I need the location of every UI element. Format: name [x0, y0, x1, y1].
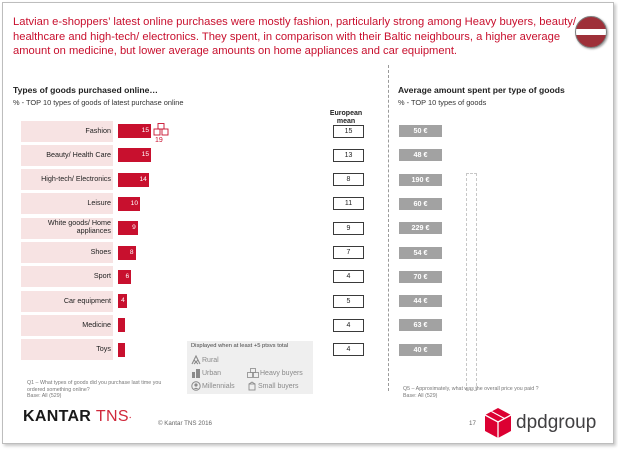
legend-label-millennials: Millennials [202, 382, 235, 390]
bar [118, 318, 125, 333]
latvia-flag-icon [575, 16, 607, 48]
left-section-title: Types of goods purchased online… [13, 85, 158, 95]
footnote-q5: Q5 – Approximately, what was the overall… [403, 386, 573, 399]
legend-label-rural: Rural [202, 356, 219, 364]
legend-background [187, 341, 313, 394]
footnote-q5-base: Base: All (529) [403, 392, 438, 399]
tns-logo-mark: ⸱ [128, 413, 132, 424]
row-background [21, 217, 113, 239]
bar [118, 342, 125, 357]
bar: 4 [118, 294, 127, 309]
average-amount-value: 190 € [399, 173, 442, 186]
heavy-buyers-callout: 19 [150, 123, 172, 147]
average-amount-value: 229 € [399, 222, 442, 235]
kantar-tns-logo: KANTAR TNS⸱ [23, 408, 132, 426]
category-label: Medicine [82, 319, 111, 329]
average-amount-value: 60 € [399, 197, 442, 210]
european-mean-value: 4 [333, 270, 364, 284]
row-background [21, 290, 113, 312]
page-number: 17 [469, 420, 476, 427]
european-mean-value: 7 [333, 246, 364, 259]
average-amount-value: 48 € [399, 149, 442, 162]
row-background [21, 314, 113, 336]
right-section-subtitle: % - TOP 10 types of goods [398, 98, 487, 107]
dpd-logo: dpdgroup [483, 407, 608, 439]
urban-icon [192, 369, 200, 378]
legend-item-rural: Rural [191, 354, 219, 365]
legend-label-small-buyers: Small buyers [258, 382, 299, 390]
footnote-q1-base: Base: All (529) [27, 393, 62, 399]
left-section-subtitle: % - TOP 10 types of goods of latest purc… [13, 98, 184, 107]
category-label: Shoes [90, 247, 111, 256]
average-amount-value: 44 € [399, 295, 442, 308]
average-amount-value: 40 € [399, 343, 442, 356]
european-mean-value: 13 [333, 148, 364, 162]
legend-item-urban: Urban [191, 368, 221, 378]
bar: 6 [118, 269, 132, 284]
legend-label-urban: Urban [202, 369, 222, 377]
european-mean-value: 9 [333, 221, 364, 235]
category-label: Sport [93, 271, 111, 281]
bar: 9 [118, 221, 138, 236]
row-background [21, 193, 113, 215]
category-label: White goods/ Home appliances [47, 217, 111, 236]
right-section-title: Average amount spent per type of goods [398, 85, 565, 95]
legend-item-heavy-buyers: Heavy buyers [247, 368, 303, 378]
european-mean-header: European mean [329, 110, 363, 125]
row-background [21, 144, 113, 166]
footnote-q5-text: Q5 – Approximately, what was the overall… [403, 386, 539, 392]
small-buyers-icon [248, 381, 256, 391]
european-mean-value: 4 [333, 343, 364, 357]
category-label: Car equipment [63, 295, 111, 305]
heavy-buyers-icon [153, 123, 169, 136]
kantar-logo-text: KANTAR [23, 408, 96, 425]
row-background [21, 169, 113, 191]
copyright: © Kantar TNS 2016 [158, 420, 212, 427]
heavy-buyers-legend-icon [247, 368, 259, 378]
european-mean-value: 11 [333, 197, 364, 211]
bar: 14 [118, 172, 149, 187]
average-amount-value: 54 € [399, 246, 442, 259]
average-amount-value: 50 € [399, 125, 442, 137]
row-background [21, 266, 113, 288]
bar: 15 [118, 148, 151, 163]
headline: Latvian e-shoppers’ latest online purcha… [13, 16, 576, 57]
european-mean-value: 5 [333, 294, 364, 308]
legend-item-millennials: Millennials [191, 381, 235, 391]
bar: 8 [118, 245, 136, 260]
row-background [21, 339, 113, 361]
bar: 15 [118, 124, 151, 138]
slide: Latvian e-shoppers’ latest online purcha… [2, 2, 614, 444]
category-label: Leisure [87, 198, 111, 208]
millennials-icon [191, 381, 201, 391]
average-amount-value: 63 € [399, 319, 442, 332]
legend-item-small-buyers: Small buyers [247, 381, 298, 391]
legend-label-heavy-buyers: Heavy buyers [260, 369, 303, 377]
row-background [21, 242, 113, 263]
category-label: Toys [96, 344, 111, 354]
footnote-q1: Q1 – What types of goods did you purchas… [27, 380, 177, 400]
european-mean-value: 8 [333, 173, 364, 187]
section-divider [388, 65, 389, 391]
category-label: Fashion [85, 125, 111, 135]
dpd-logo-text: dpdgroup [516, 412, 597, 433]
row-background [21, 120, 113, 142]
rural-icon [191, 354, 201, 365]
bar: 10 [118, 196, 140, 211]
category-label: High-tech/ Electronics [41, 174, 111, 184]
dashed-frame [466, 173, 477, 391]
footnote-q1-text: Q1 – What types of goods did you purchas… [27, 380, 162, 393]
legend-title: Displayed when at least +5 ptsvs total [191, 343, 289, 349]
heavy-buyers-value: 19 [155, 137, 163, 144]
average-amount-value: 70 € [399, 270, 442, 283]
dpd-cube-icon [484, 408, 512, 438]
category-label: Beauty/ Health Care [46, 149, 111, 159]
european-mean-value: 4 [333, 318, 364, 332]
european-mean-value: 15 [333, 124, 364, 138]
tns-logo-text: TNS [95, 408, 129, 425]
